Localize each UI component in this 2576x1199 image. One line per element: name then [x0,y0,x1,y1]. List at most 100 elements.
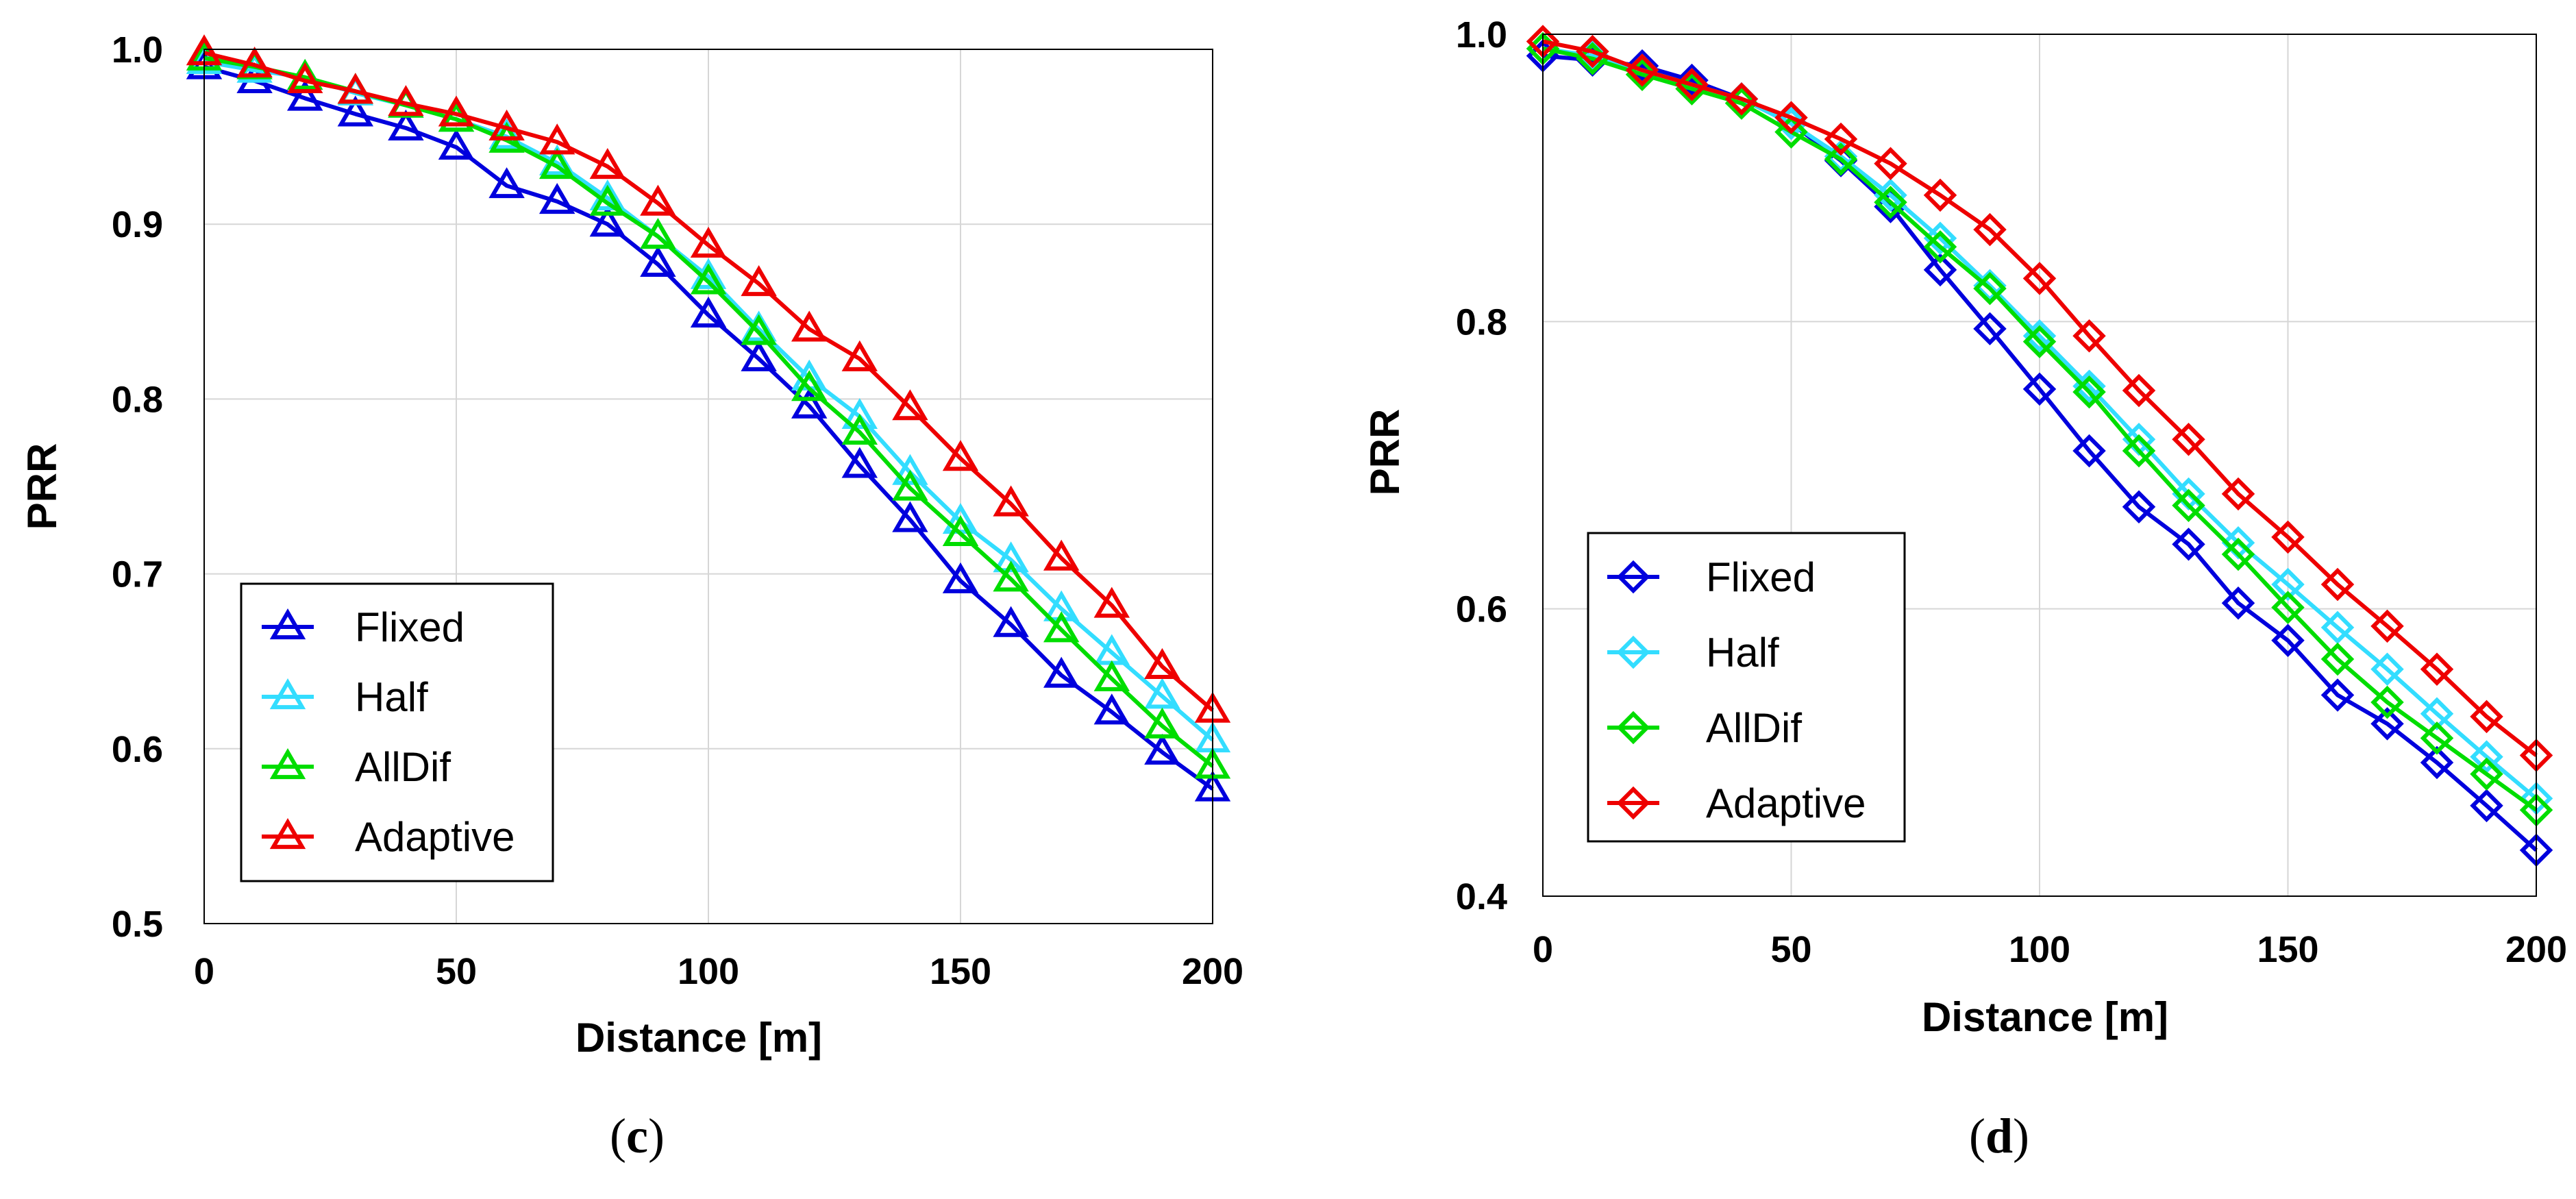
y-tick-label: 0.6 [1456,589,1507,630]
legend-label: Half [355,674,428,720]
data-point-adaptive [2470,700,2503,734]
data-point-adaptive [1625,53,1659,87]
data-point-flixed [2470,789,2503,823]
legend: Flixed Half AllDif Adaptive [240,582,554,882]
data-point-alldif [1923,230,1957,264]
legend-marker [269,678,306,710]
data-point-flixed [1093,693,1130,725]
data-point-flixed [2420,745,2454,780]
data-point-half [1923,221,1957,255]
data-point-alldif [538,148,575,180]
data-point-flixed [993,606,1029,637]
legend-marker [269,818,306,850]
data-point-flixed [1625,49,1659,83]
legend-label: Flixed [1706,554,1816,600]
data-point-flixed [640,245,676,277]
data-point-adaptive [2022,262,2057,295]
chart-panel-c: 0 50 100 150 200 0.5 0.6 0.7 0.8 0.9 1.0 Distance … [19,29,1243,1163]
data-point-adaptive [1874,147,1907,180]
data-point-adaptive [488,109,525,140]
plot-frame [1542,34,2537,897]
data-point-adaptive [438,95,475,127]
data-point-adaptive [2172,423,2205,456]
legend: Flixed Half AllDif Adaptive [1587,532,1906,843]
data-point-adaptive [841,340,878,371]
legend-marker [269,608,306,640]
data-point-adaptive [2420,652,2454,686]
data-point-flixed [2320,678,2355,712]
data-point-flixed [337,95,374,127]
data-point-adaptive [2320,567,2355,602]
y-tick-label: 0.6 [112,729,163,770]
data-point-alldif [1144,707,1180,739]
data-point-alldif [1874,186,1907,219]
data-point-alldif [1824,143,1858,176]
y-axis-title: PRR [1362,409,1408,496]
legend-label: Adaptive [355,814,515,860]
y-tick-label: 0.8 [112,379,163,420]
legend-marker [1616,635,1650,669]
data-point-half [841,397,878,430]
x-tick-label: 150 [2257,929,2318,970]
legend-entry-flixed: Flixed [262,604,465,650]
legend-label: AllDif [1706,705,1802,751]
data-point-alldif [1724,86,1759,120]
data-point-flixed [2370,707,2404,741]
series-flixed [186,48,1231,802]
legend-entry-flixed: Flixed [1607,554,1816,600]
series-alldif [1526,32,2553,827]
y-tick-label: 1.0 [1456,14,1507,55]
data-point-half [2271,567,2305,602]
data-point-flixed [1923,253,1957,287]
data-point-flixed [791,387,828,419]
data-point-alldif [2370,685,2404,719]
series-layer [186,34,1231,802]
data-point-flixed [1043,656,1080,688]
data-point-adaptive [2122,373,2156,408]
data-point-alldif [1043,611,1080,643]
data-point-adaptive [2072,319,2106,353]
data-point-flixed [2122,490,2156,524]
data-point-flixed [2072,434,2106,468]
data-point-half [1874,178,1907,212]
data-point-adaptive [1824,122,1858,156]
data-point-flixed [942,562,979,593]
data-point-flixed [1675,63,1709,97]
data-point-adaptive [892,389,928,421]
plot-frame [203,49,1213,924]
y-tick-label: 0.5 [112,904,163,945]
data-point-flixed [892,501,928,532]
data-point-adaptive [1093,586,1130,618]
data-point-alldif [993,560,1029,592]
data-point-alldif [841,413,878,445]
data-point-adaptive [236,46,273,78]
y-tick-label: 0.4 [1456,876,1507,917]
legend-entry-alldif: AllDif [1607,705,1802,751]
legend-label: AllDif [355,744,451,790]
data-point-adaptive [589,148,626,180]
data-point-flixed [841,447,878,478]
y-tick-label: 1.0 [112,29,163,71]
data-point-adaptive [1144,647,1180,679]
data-point-adaptive [1043,539,1080,571]
x-tick-label: 150 [930,951,991,992]
data-point-flixed [388,109,424,140]
legend-marker [1616,560,1650,594]
data-point-adaptive [1923,178,1957,212]
data-point-half [1774,106,1808,140]
x-tick-label: 200 [2505,929,2567,970]
x-tick-label: 50 [436,951,477,992]
legend-label: Half [1706,630,1779,676]
data-point-adaptive [1724,82,1759,116]
data-point-alldif [892,469,928,501]
data-point-alldif [2271,591,2305,624]
data-point-alldif [589,184,626,216]
data-point-flixed [2271,623,2305,658]
y-tick-label: 0.9 [112,204,163,245]
x-tick-label: 100 [678,951,739,992]
data-point-adaptive [741,264,777,297]
data-point-adaptive [942,440,979,471]
data-point-half [892,454,928,485]
data-point-alldif [2072,375,2106,409]
data-point-alldif [2022,325,2057,358]
